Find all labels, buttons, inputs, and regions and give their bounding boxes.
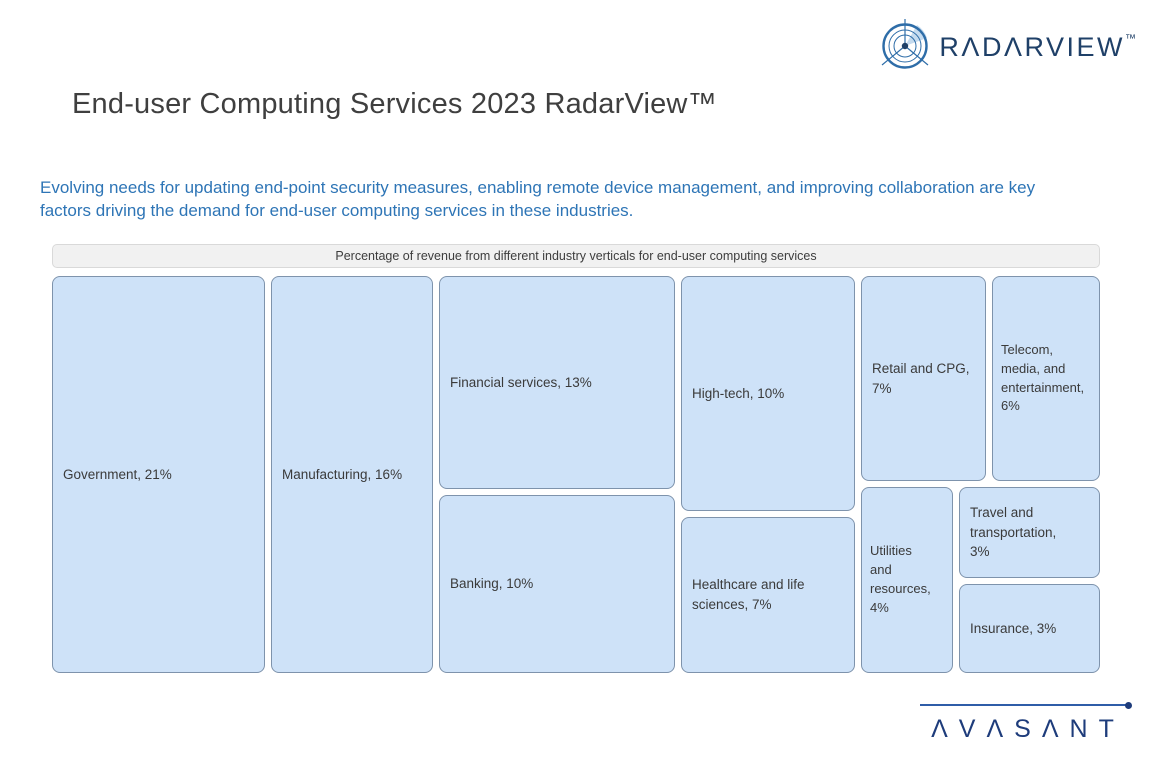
treemap-cell-retail-cpg: Retail and CPG, 7%	[861, 276, 986, 481]
radarview-logo-text: RΛDΛRVIEW™	[939, 32, 1136, 62]
avasant-logo: ΛVΛSΛNT	[920, 701, 1132, 744]
treemap-chart: Government, 21% Manufacturing, 16% Finan…	[52, 276, 1100, 673]
treemap-cell-high-tech: High-tech, 10%	[681, 276, 855, 511]
chart-title-bar: Percentage of revenue from different ind…	[52, 244, 1100, 268]
page-title: End-user Computing Services 2023 RadarVi…	[72, 88, 717, 120]
treemap-cell-manufacturing: Manufacturing, 16%	[271, 276, 433, 673]
treemap-cell-label: Insurance, 3%	[970, 620, 1057, 636]
treemap-cell-label: Telecom, media, and entertainment, 6%	[1001, 341, 1085, 414]
treemap-cell-label: Utilities and resources, 4%	[870, 543, 931, 615]
treemap-cell-banking: Banking, 10%	[439, 495, 675, 673]
radarview-logo: RΛDΛRVIEW™	[877, 16, 1136, 79]
avasant-logo-rule	[920, 701, 1132, 709]
treemap-cell-label: Healthcare and life sciences, 7%	[692, 577, 805, 612]
treemap-cell-label: Retail and CPG, 7%	[872, 360, 970, 396]
treemap-cell-insurance: Insurance, 3%	[959, 584, 1100, 673]
treemap-cell-label: Government, 21%	[63, 466, 172, 482]
treemap-cell-financial-services: Financial services, 13%	[439, 276, 675, 489]
treemap-cell-healthcare: Healthcare and life sciences, 7%	[681, 517, 855, 673]
avasant-logo-text: ΛVΛSΛNT	[931, 715, 1125, 743]
page-subtitle: Evolving needs for updating end-point se…	[40, 178, 1036, 221]
radar-icon	[877, 16, 933, 79]
treemap-cell-label: High-tech, 10%	[692, 385, 785, 401]
treemap-cell-label: Travel and transportation, 3%	[970, 505, 1057, 560]
treemap-cell-travel-transportation: Travel and transportation, 3%	[959, 487, 1100, 578]
treemap-cell-label: Financial services, 13%	[450, 374, 592, 390]
treemap-cell-telecom-media-entertainment: Telecom, media, and entertainment, 6%	[992, 276, 1100, 481]
trademark-symbol: ™	[1125, 33, 1136, 45]
chart-title: Percentage of revenue from different ind…	[335, 249, 817, 263]
avasant-logo-dot	[1125, 701, 1132, 709]
treemap-cell-government: Government, 21%	[52, 276, 265, 673]
treemap-cell-label: Manufacturing, 16%	[282, 466, 403, 482]
treemap-cell-utilities-resources: Utilities and resources, 4%	[861, 487, 953, 673]
treemap-cell-label: Banking, 10%	[450, 576, 534, 592]
